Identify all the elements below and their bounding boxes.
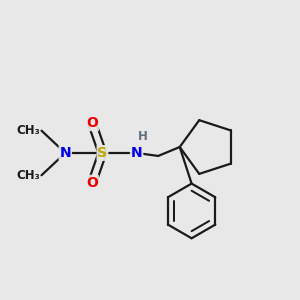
Text: N: N [59,146,71,160]
Text: O: O [86,176,98,190]
Text: O: O [86,116,98,130]
Text: CH₃: CH₃ [16,169,40,182]
Text: H: H [138,130,148,143]
Text: CH₃: CH₃ [16,124,40,137]
Text: S: S [98,146,107,160]
Text: N: N [131,146,142,160]
